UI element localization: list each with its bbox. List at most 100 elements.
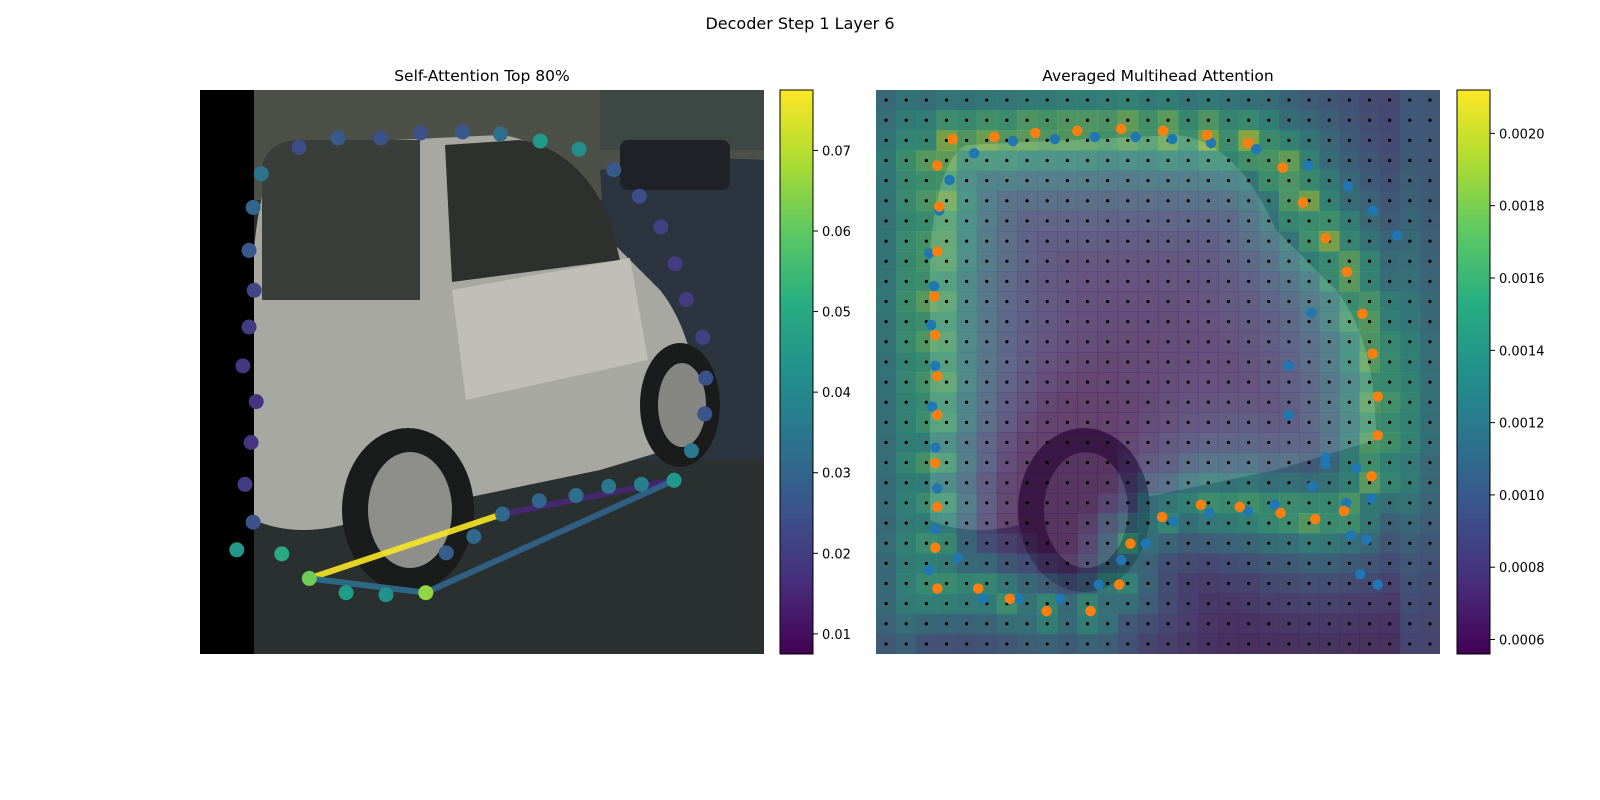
grid-dot <box>1106 219 1110 223</box>
series-0-point-19 <box>1302 160 1314 171</box>
series-1-point-14 <box>1072 125 1083 137</box>
grid-dot <box>904 481 908 485</box>
grid-dot <box>1166 199 1170 203</box>
grid-dot <box>884 199 888 203</box>
grid-dot <box>1166 239 1170 243</box>
grid-dot <box>1186 138 1190 142</box>
grid-dot <box>944 299 949 304</box>
grid-dot <box>1388 239 1392 243</box>
grid-dot <box>1186 199 1190 203</box>
grid-dot <box>944 380 949 384</box>
grid-dot <box>1287 138 1291 142</box>
grid-dot <box>1408 642 1412 646</box>
grid-dot <box>1367 420 1372 424</box>
grid-dot <box>1085 118 1090 122</box>
grid-dot <box>1367 98 1372 102</box>
grid-dot <box>1025 561 1029 565</box>
grid-dot <box>1226 320 1231 324</box>
grid-dot <box>1065 642 1069 646</box>
vertex-point-2 <box>237 476 253 492</box>
series-1-point-16 <box>1157 125 1169 137</box>
grid-dot <box>1025 299 1029 304</box>
vertex-point-3 <box>243 435 259 450</box>
series-0-point-16 <box>1167 133 1178 145</box>
grid-dot <box>884 239 888 243</box>
grid-dot <box>985 199 989 203</box>
grid-dot <box>985 420 989 424</box>
grid-dot <box>1025 360 1029 364</box>
series-1-point-18 <box>1242 137 1254 149</box>
grid-dot <box>1186 179 1190 183</box>
grid-dot <box>1327 541 1331 545</box>
series-1-point-10 <box>932 160 943 171</box>
grid-dot <box>1226 561 1231 565</box>
grid-dot <box>1226 219 1231 223</box>
grid-dot <box>924 239 928 243</box>
series-1-point-33 <box>1156 511 1168 523</box>
vertex-point-34 <box>466 529 482 544</box>
grid-dot <box>965 642 969 646</box>
grid-dot <box>884 219 888 223</box>
grid-dot <box>1307 179 1311 183</box>
grid-dot <box>924 340 928 344</box>
grid-dot <box>1226 440 1231 445</box>
grid-dot <box>1307 279 1311 283</box>
grid-dot <box>1206 360 1210 364</box>
grid-dot <box>1065 158 1069 163</box>
grid-dot <box>1408 602 1412 606</box>
series-0-point-29 <box>1355 569 1366 580</box>
grid-dot <box>1005 98 1009 102</box>
grid-dot <box>1267 199 1271 203</box>
grid-dot <box>1408 138 1412 142</box>
grid-dot <box>884 279 888 283</box>
series-0-point-24 <box>1283 360 1294 372</box>
grid-dot <box>1247 501 1251 505</box>
left-colorbar-tick-label-6: 0.07 <box>822 144 851 159</box>
grid-dot <box>965 138 969 142</box>
grid-dot <box>1408 219 1412 223</box>
grid-dot <box>1206 320 1210 324</box>
grid-dot <box>1226 400 1231 404</box>
series-0-point-31 <box>1361 534 1372 545</box>
grid-dot <box>1126 118 1130 122</box>
right-colorbar-tick-label-1: 0.0008 <box>1499 561 1545 576</box>
grid-dot <box>1166 602 1170 606</box>
grid-dot <box>1307 118 1311 122</box>
series-1-point-6 <box>930 330 941 341</box>
grid-dot <box>944 158 949 163</box>
grid-dot <box>1367 199 1372 203</box>
grid-dot <box>965 622 969 626</box>
grid-dot <box>1408 199 1412 203</box>
right-colorbar <box>1457 90 1490 654</box>
grid-dot <box>1126 602 1130 606</box>
grid-dot <box>1186 239 1190 243</box>
grid-dot <box>1126 340 1130 344</box>
grid-dot <box>1005 420 1009 424</box>
grid-dot <box>1166 320 1170 324</box>
grid-dot <box>1085 98 1090 102</box>
grid-dot <box>1347 602 1351 606</box>
grid-dot <box>1106 299 1110 304</box>
grid-dot <box>1307 380 1311 384</box>
grid-dot <box>924 642 928 646</box>
grid-dot <box>884 561 888 565</box>
grid-dot <box>1126 400 1130 404</box>
left-panel: Self-Attention Top 80% 0.010.020.030.040… <box>200 67 851 655</box>
grid-dot <box>904 602 908 606</box>
series-0-point-1 <box>930 524 941 535</box>
grid-dot <box>1126 219 1130 223</box>
grid-dot <box>884 541 888 545</box>
grid-dot <box>1287 400 1291 404</box>
grid-dot <box>1267 118 1271 122</box>
grid-dot <box>1327 360 1331 364</box>
grid-dot <box>1025 320 1029 324</box>
grid-dot <box>884 602 888 606</box>
grid-dot <box>904 642 908 646</box>
grid-dot <box>1025 481 1029 485</box>
right-colorbar-ticks: 0.0006 0.0008 0.0010 0.0012 0.0014 0.0016 0.00… <box>1490 127 1545 649</box>
vertex-point-36 <box>274 546 290 562</box>
grid-dot <box>884 320 888 324</box>
grid-dot <box>1146 400 1150 404</box>
grid-dot <box>1045 199 1049 203</box>
series-1-point-0 <box>932 583 943 594</box>
